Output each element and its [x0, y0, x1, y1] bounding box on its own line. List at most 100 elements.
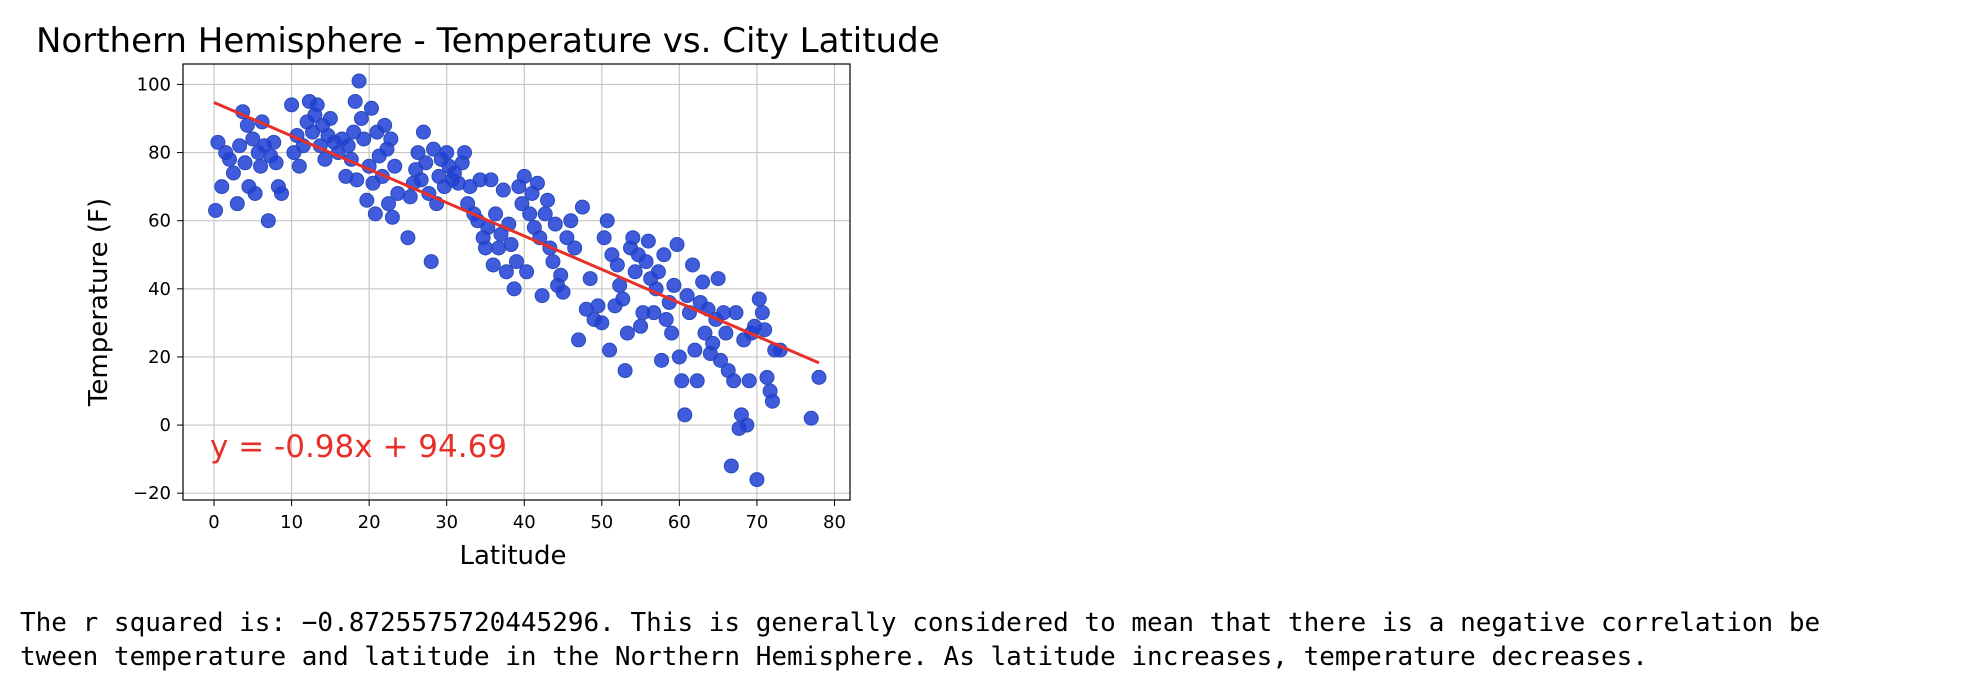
data-point: [811, 369, 827, 385]
data-point: [547, 216, 563, 232]
x-tick-label: 20: [358, 512, 381, 533]
data-point: [260, 213, 276, 229]
data-point: [646, 305, 662, 321]
data-point: [214, 179, 230, 195]
data-point: [545, 254, 561, 270]
data-point: [757, 322, 773, 338]
data-point: [723, 458, 739, 474]
data-point: [571, 332, 587, 348]
data-point: [803, 410, 819, 426]
data-point: [245, 131, 261, 147]
data-point: [353, 111, 369, 126]
data-point: [666, 277, 682, 293]
y-tick-label: 100: [137, 74, 171, 95]
data-point: [567, 240, 583, 256]
data-point: [609, 257, 625, 273]
data-point: [633, 318, 649, 334]
data-point: [534, 288, 550, 304]
regression-equation: y = -0.98x + 94.69: [210, 429, 507, 465]
data-point: [617, 363, 633, 379]
data-point: [439, 145, 455, 161]
data-point: [749, 472, 765, 488]
y-tick-label: 80: [148, 143, 171, 164]
data-point: [679, 288, 695, 304]
data-point: [225, 165, 241, 181]
data-point: [519, 264, 535, 280]
data-point: [689, 373, 705, 389]
data-point: [210, 134, 226, 150]
data-point: [457, 145, 473, 161]
x-tick-label: 30: [435, 512, 458, 533]
regression-line: [213, 101, 820, 365]
data-point: [384, 209, 400, 225]
data-point: [347, 93, 363, 109]
x-tick-label: 40: [513, 512, 536, 533]
data-point: [387, 158, 403, 174]
data-point: [619, 325, 635, 341]
data-point: [716, 305, 732, 321]
y-tick-label: 60: [148, 211, 171, 232]
data-point: [582, 271, 598, 287]
data-point: [284, 97, 300, 113]
x-tick-label: 50: [590, 512, 613, 533]
data-point: [602, 342, 618, 358]
data-point: [764, 393, 780, 409]
data-point: [232, 138, 248, 154]
data-point: [485, 257, 501, 273]
data-point: [253, 158, 269, 174]
data-point: [208, 202, 224, 218]
data-point: [590, 298, 606, 314]
data-point: [751, 291, 767, 307]
y-tick-label: 40: [148, 279, 171, 300]
data-point: [413, 172, 429, 188]
x-tick-label: 0: [208, 512, 219, 533]
y-tick-label: 0: [160, 415, 171, 436]
data-point: [739, 417, 755, 433]
data-point: [359, 192, 375, 208]
data-point: [563, 213, 579, 229]
x-tick-label: 70: [745, 512, 768, 533]
data-point: [754, 305, 770, 321]
data-point: [712, 352, 728, 368]
data-point: [553, 267, 569, 283]
data-point: [222, 151, 238, 167]
data-point: [349, 172, 365, 188]
data-point: [669, 237, 685, 253]
x-tick-label: 60: [668, 512, 691, 533]
data-point: [677, 407, 693, 423]
y-tick-label: −20: [133, 483, 171, 504]
data-point: [356, 131, 372, 147]
data-point: [615, 291, 631, 307]
data-point: [625, 230, 641, 246]
data-point: [522, 206, 538, 222]
data-point: [596, 230, 612, 246]
data-point: [383, 131, 399, 147]
data-point: [594, 315, 610, 331]
data-point: [390, 185, 406, 201]
data-point: [658, 311, 674, 327]
plot-frame: [182, 63, 851, 501]
data-point: [705, 335, 721, 351]
data-point: [555, 284, 571, 300]
data-point: [351, 73, 367, 89]
data-point: [495, 182, 511, 198]
data-point: [273, 185, 289, 201]
data-point: [516, 168, 532, 184]
data-point: [529, 175, 545, 191]
data-point: [506, 281, 522, 297]
data-point: [728, 305, 744, 321]
data-point: [483, 172, 499, 188]
data-point: [340, 138, 356, 154]
data-point: [488, 206, 504, 222]
data-point: [685, 257, 701, 273]
data-point: [627, 264, 643, 280]
data-point: [559, 230, 575, 246]
data-point: [654, 352, 670, 368]
data-point: [574, 199, 590, 215]
x-axis-ticks: 0 10 20 30 40 50 60 70 80: [208, 500, 846, 533]
data-point: [268, 155, 284, 171]
data-point: [309, 97, 325, 113]
data-point: [759, 369, 775, 385]
data-point: [423, 254, 439, 270]
y-axis-ticks: −20 0 20 40 60 80 100: [133, 74, 183, 504]
